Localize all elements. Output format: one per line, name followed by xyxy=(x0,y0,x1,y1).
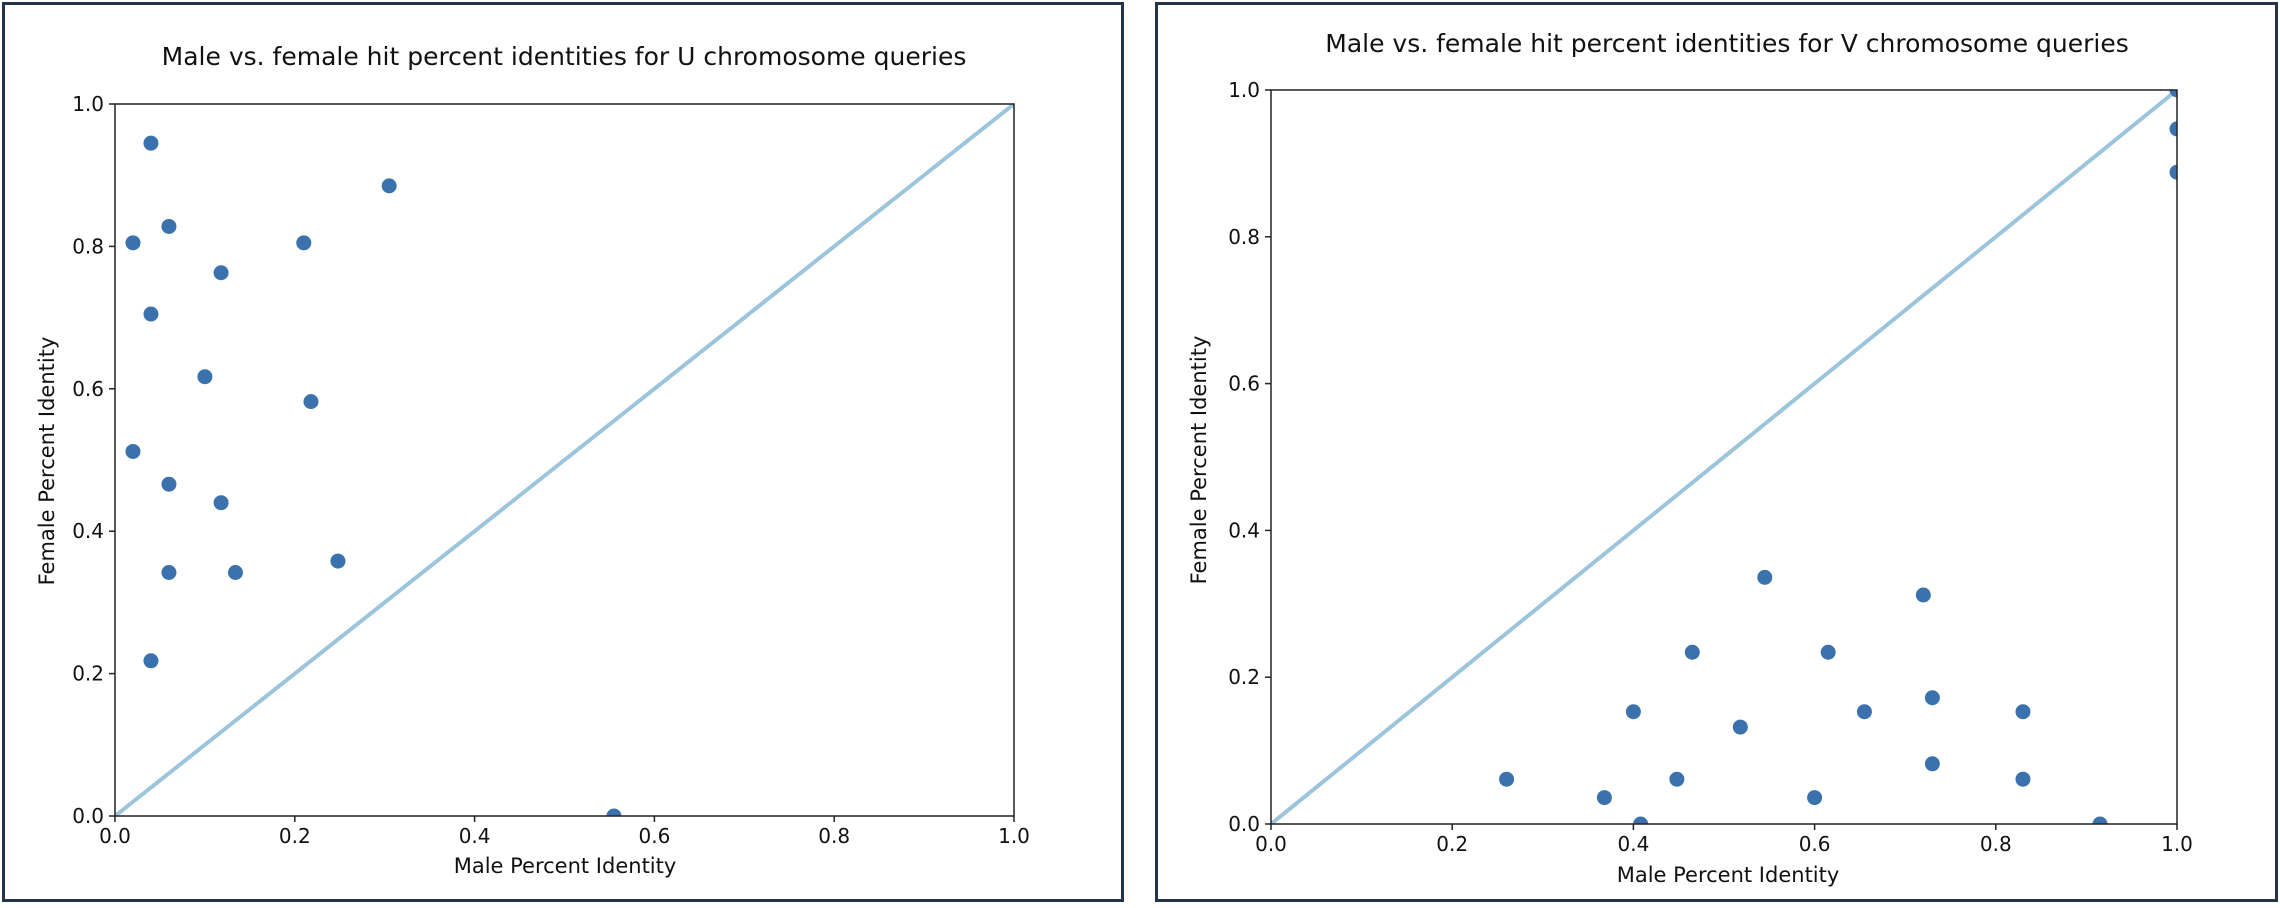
reference-diagonal-line xyxy=(1271,90,2177,824)
chart-panel-u: Male vs. female hit percent identities f… xyxy=(2,2,1124,902)
data-point xyxy=(1625,704,1641,720)
data-point xyxy=(2015,704,2031,720)
data-point xyxy=(1924,690,1940,706)
chart-title: Male vs. female hit percent identities f… xyxy=(162,42,967,71)
data-point xyxy=(1732,719,1748,735)
x-tick-label: 0.6 xyxy=(1799,832,1831,856)
y-axis-label: Female Percent Identity xyxy=(35,337,59,586)
x-tick-label: 1.0 xyxy=(2161,832,2193,856)
y-tick-label: 0.8 xyxy=(1228,225,1260,249)
y-tick-label: 0.2 xyxy=(1228,665,1260,689)
data-point xyxy=(2092,816,2108,824)
data-point xyxy=(1633,816,1649,824)
y-tick-label: 0.4 xyxy=(1228,518,1260,542)
y-tick-label: 0.8 xyxy=(72,234,104,258)
data-point xyxy=(1669,771,1685,787)
data-point xyxy=(296,235,312,251)
data-point xyxy=(197,369,213,385)
data-point xyxy=(1820,644,1836,660)
data-point xyxy=(1856,704,1872,720)
data-point xyxy=(1924,756,1940,772)
data-point xyxy=(2169,164,2177,180)
data-point xyxy=(2169,121,2177,137)
data-point xyxy=(303,394,319,410)
data-point xyxy=(161,564,177,580)
data-point xyxy=(1757,569,1773,585)
x-tick-label: 0.8 xyxy=(818,824,850,848)
x-tick-label: 0.6 xyxy=(638,824,670,848)
reference-diagonal-line xyxy=(115,104,1014,816)
data-point xyxy=(227,564,243,580)
x-tick-label: 0.0 xyxy=(99,824,131,848)
data-point xyxy=(1915,587,1931,603)
x-axis-label: Male Percent Identity xyxy=(1617,863,1840,887)
data-point xyxy=(1499,771,1515,787)
data-point xyxy=(213,495,229,511)
data-point xyxy=(381,178,397,194)
y-tick-label: 1.0 xyxy=(1228,78,1260,102)
plot-area xyxy=(1271,90,2177,824)
y-tick-label: 0.0 xyxy=(1228,812,1260,836)
x-tick-label: 1.0 xyxy=(998,824,1030,848)
y-tick-label: 0.4 xyxy=(72,519,104,543)
x-tick-label: 0.0 xyxy=(1255,832,1287,856)
y-axis-label: Female Percent Identity xyxy=(1187,336,1211,585)
data-point xyxy=(161,476,177,492)
data-point xyxy=(143,653,159,669)
chart-panel-v: Male vs. female hit percent identities f… xyxy=(1155,2,2278,902)
data-point xyxy=(1684,644,1700,660)
data-point xyxy=(2015,771,2031,787)
y-tick-label: 0.6 xyxy=(72,377,104,401)
data-point xyxy=(143,306,159,322)
axes-frame xyxy=(114,103,1015,817)
data-point xyxy=(606,808,622,816)
data-point xyxy=(213,265,229,281)
x-tick-label: 0.8 xyxy=(1980,832,2012,856)
x-tick-label: 0.4 xyxy=(1617,832,1649,856)
data-point xyxy=(330,553,346,569)
data-point xyxy=(143,135,159,151)
data-point xyxy=(1596,790,1612,806)
x-tick-label: 0.2 xyxy=(1436,832,1468,856)
x-tick-label: 0.4 xyxy=(459,824,491,848)
data-point xyxy=(161,218,177,234)
v-chromosome-scatter-chart: Male vs. female hit percent identities f… xyxy=(1187,29,2193,887)
chart-title: Male vs. female hit percent identities f… xyxy=(1325,29,2129,58)
data-point xyxy=(1807,790,1823,806)
y-tick-label: 0.0 xyxy=(72,804,104,828)
axes-frame xyxy=(1270,89,2178,825)
x-tick-label: 0.2 xyxy=(279,824,311,848)
data-point xyxy=(125,235,141,251)
plot-area xyxy=(115,104,1014,816)
data-point xyxy=(125,443,141,459)
y-tick-label: 0.2 xyxy=(72,662,104,686)
data-point xyxy=(2169,90,2177,98)
y-tick-label: 0.6 xyxy=(1228,372,1260,396)
x-axis-label: Male Percent Identity xyxy=(454,854,677,878)
u-chromosome-scatter-chart: Male vs. female hit percent identities f… xyxy=(35,42,1030,878)
y-tick-label: 1.0 xyxy=(72,92,104,116)
